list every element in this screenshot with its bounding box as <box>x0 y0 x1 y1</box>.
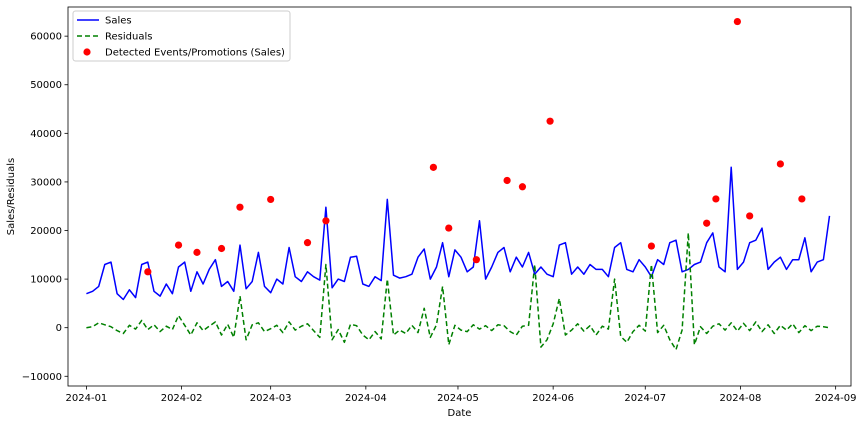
x-tick-label: 2024-03 <box>250 393 292 404</box>
legend-label: Detected Events/Promotions (Sales) <box>105 48 285 59</box>
x-tick-label: 2024-01 <box>66 393 108 404</box>
legend: Sales Residuals Detected Events/Promotions… <box>72 10 291 62</box>
legend-item: Residuals <box>77 32 152 43</box>
x-tick-label: 2024-09 <box>815 393 856 404</box>
event-marker <box>798 195 806 203</box>
legend-item: Sales <box>77 16 132 27</box>
y-tick-label: 10000 <box>30 275 62 286</box>
event-marker <box>193 248 201 256</box>
event-marker <box>445 224 453 232</box>
x-tick-label: 2024-06 <box>532 393 574 404</box>
event-marker <box>322 217 330 225</box>
series-line-residuals <box>86 232 830 351</box>
y-tick-label: 60000 <box>30 32 62 43</box>
event-marker <box>776 160 784 168</box>
x-tick-label: 2024-07 <box>624 393 666 404</box>
y-tick-label: −10000 <box>22 372 62 383</box>
y-axis-label: Sales/Residuals <box>6 158 17 235</box>
event-marker <box>267 195 275 204</box>
event-marker <box>144 268 152 276</box>
y-tick-label: 0 <box>56 323 62 334</box>
event-marker <box>518 183 527 191</box>
event-marker <box>503 176 511 185</box>
event-marker <box>703 219 711 227</box>
series-detected-events-promotions-sales <box>144 17 806 276</box>
y-tick-label: 40000 <box>30 129 62 140</box>
event-marker <box>647 242 656 250</box>
x-tick-label: 2024-05 <box>437 393 479 404</box>
y-tick-label: 30000 <box>30 177 62 188</box>
event-marker <box>236 203 244 211</box>
legend-label: Sales <box>105 16 132 27</box>
event-marker <box>712 195 720 203</box>
event-marker <box>472 256 480 264</box>
legend-label: Residuals <box>105 32 152 43</box>
event-marker <box>733 17 741 26</box>
event-marker <box>746 212 754 220</box>
plot-frame <box>67 6 852 387</box>
y-tick-label: 20000 <box>30 226 62 237</box>
event-marker <box>429 163 437 171</box>
event-marker <box>546 117 554 125</box>
legend-item: Detected Events/Promotions (Sales) <box>83 48 285 59</box>
plot-area <box>86 17 831 351</box>
event-marker <box>303 239 312 247</box>
event-marker <box>217 244 226 253</box>
x-tick-label: 2024-04 <box>345 393 387 404</box>
x-axis-label: Date <box>448 408 472 419</box>
series-line-sales <box>86 166 831 301</box>
x-tick-label: 2024-08 <box>720 393 762 404</box>
legend-box <box>72 10 291 62</box>
y-tick-label: 50000 <box>30 80 62 91</box>
axes: 2024-01 2024-02 2024-03 2024-04 2024-05 2024-… <box>22 6 856 404</box>
x-tick-label: 2024-02 <box>161 393 203 404</box>
event-marker <box>174 241 183 249</box>
legend-marker <box>83 48 91 56</box>
